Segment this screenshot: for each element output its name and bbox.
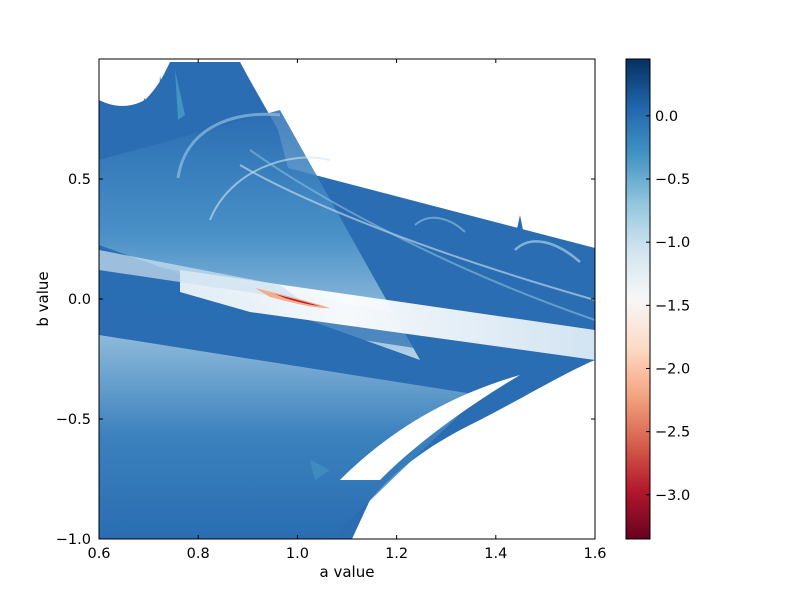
x-tick-label: 0.6 (87, 546, 110, 562)
y-tick-label: −0.5 (56, 412, 91, 428)
y-axis-ticks: −1.0 −0.5 0.0 0.5 (56, 172, 595, 548)
x-tick-label: 0.8 (187, 546, 210, 562)
colorbar-frame (625, 58, 651, 540)
colorbar-tick-label: −1.0 (655, 235, 690, 251)
colorbar-tick-label: −2.0 (655, 361, 690, 377)
colorbar-tick-label: −2.5 (655, 425, 690, 441)
x-tick-label: 1.2 (385, 546, 408, 562)
colorbar-tick-label: −1.5 (655, 298, 690, 314)
colorbar-tick-label: 0.0 (655, 109, 678, 125)
x-axis-label: a value (320, 563, 375, 581)
y-tick-label: 0.5 (68, 172, 91, 188)
colorbar-tick-label: −0.5 (655, 172, 690, 188)
y-axis-label: b value (34, 271, 52, 326)
x-tick-label: 1.0 (286, 546, 309, 562)
x-tick-label: 1.6 (583, 546, 606, 562)
colorbar-tick-label: −3.0 (655, 488, 690, 504)
y-tick-label: 0.0 (68, 292, 91, 308)
colorbar-ticks: 0.0 −0.5 −1.0 −1.5 −2.0 −2.5 −3.0 (646, 109, 690, 504)
heatmap-image (99, 59, 595, 539)
colorbar (626, 59, 650, 539)
x-tick-label: 1.4 (484, 546, 507, 562)
x-axis-ticks: 0.6 0.8 1.0 1.2 1.4 1.6 (87, 59, 607, 562)
y-tick-label: −1.0 (56, 532, 91, 548)
